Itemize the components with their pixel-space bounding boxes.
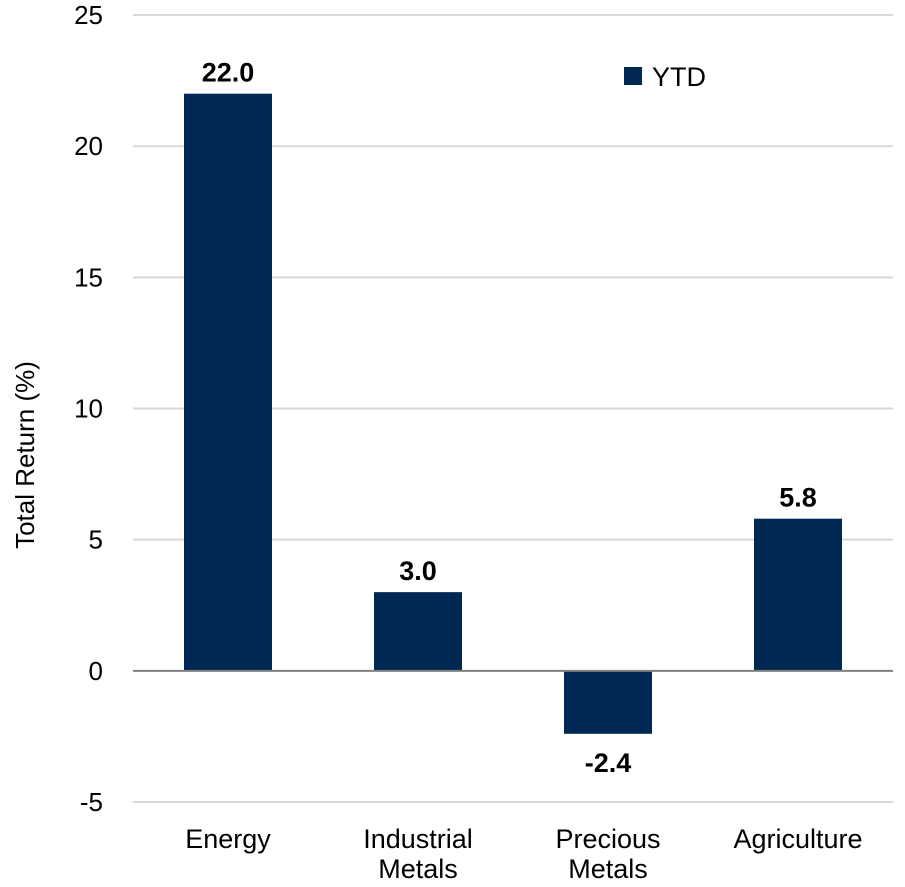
y-tick-label: -5: [80, 787, 103, 817]
y-tick-label: 0: [89, 656, 103, 686]
y-axis-label: Total Return (%): [10, 361, 40, 549]
y-tick-label: 20: [74, 131, 103, 161]
data-label: -2.4: [585, 748, 632, 778]
bar-agriculture: [754, 518, 842, 671]
y-tick-label: 10: [74, 394, 103, 424]
x-category-label: Industrial: [363, 824, 473, 854]
x-category-label: Metals: [378, 854, 458, 884]
data-label: 3.0: [399, 556, 437, 586]
bar-energy: [184, 93, 272, 671]
data-labels: 22.0 3.0 -2.4 5.8: [202, 58, 817, 778]
y-tick-label: 15: [74, 262, 103, 292]
x-category-label: Precious: [555, 824, 660, 854]
x-category-label: Agriculture: [733, 824, 862, 854]
legend-label-ytd: YTD: [652, 62, 706, 92]
x-category-label: Metals: [568, 854, 648, 884]
legend: YTD: [624, 62, 706, 92]
legend-swatch: [624, 67, 642, 85]
y-tick-label: 25: [74, 0, 103, 30]
x-category-label: Energy: [185, 824, 271, 854]
x-axis-categories: Energy IndustrialMetalsPreciousMetalsAgri…: [185, 824, 862, 884]
data-label: 22.0: [202, 58, 255, 88]
bars: [184, 93, 842, 734]
y-axis-ticks: -5 0 5 10 15 20 25: [74, 0, 103, 817]
y-tick-label: 5: [89, 525, 103, 555]
data-label: 5.8: [779, 483, 817, 513]
bar-industrial-metals: [374, 592, 462, 671]
bar-precious-metals: [564, 670, 652, 734]
